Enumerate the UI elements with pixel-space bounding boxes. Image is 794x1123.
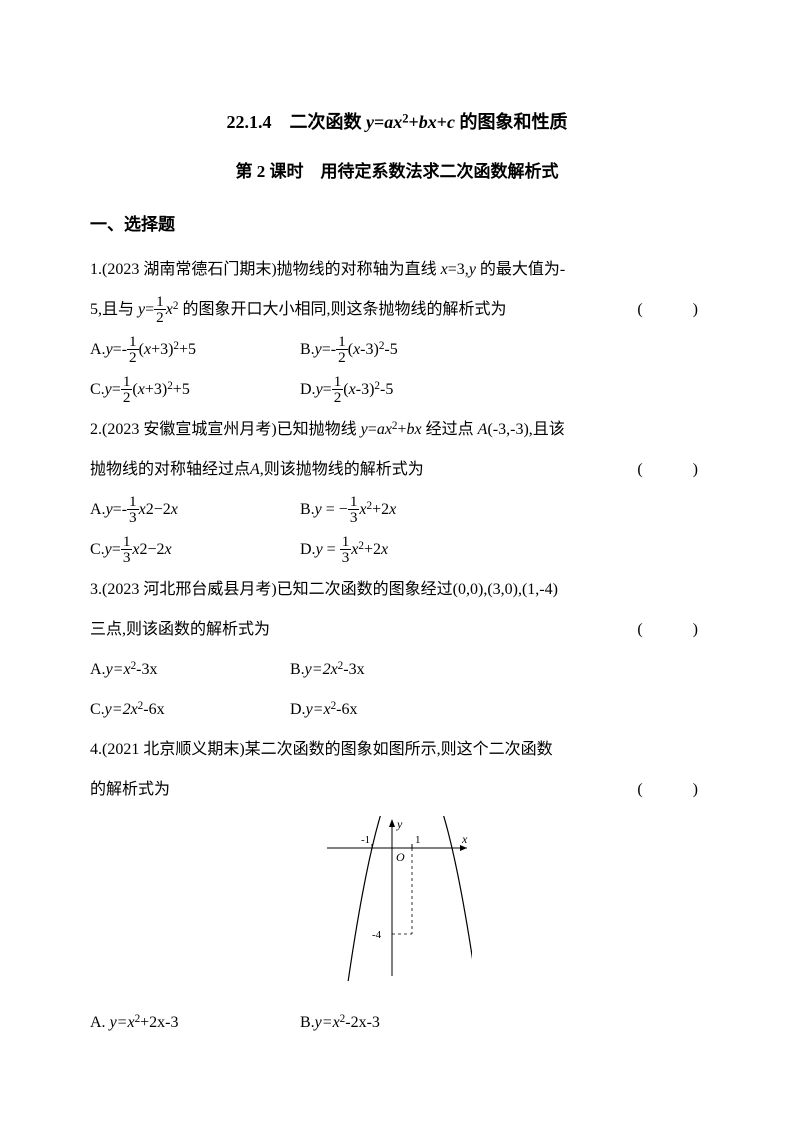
q2-A2: A: [250, 461, 260, 478]
q1-frac: 12: [154, 294, 166, 325]
q3-b-label: B.: [290, 661, 305, 678]
question-3: 3.(2023 河北邢台威县月考)已知二次函数的图象经过(0,0),(3,0),…: [90, 570, 704, 610]
q2-options-row2: C.y=13x2−2x D.y = 13x2+2x: [90, 530, 704, 570]
q4-b-txt2: -2x-3: [345, 1014, 380, 1031]
q2-options-row1: A.y=-13x2−2x B.y = −13x2+2x: [90, 490, 704, 530]
svg-text:1: 1: [415, 834, 421, 846]
svg-text:-1: -1: [361, 834, 370, 846]
title-a: a: [384, 112, 393, 132]
q4-option-b: B.y=x2-2x-3: [300, 1003, 510, 1043]
q1-yeq: y: [138, 301, 145, 318]
q1-text-c: 的最大值为-: [476, 261, 565, 278]
q2-option-a: A.y=-13x2−2x: [90, 490, 300, 530]
q2-text-b: 经过点: [422, 421, 478, 438]
q3-a-label: A.: [90, 661, 106, 678]
q2-option-b: B.y = −13x2+2x: [300, 490, 510, 530]
title-y: y: [366, 112, 374, 132]
title-prefix: 22.1.4 二次函数: [226, 112, 366, 132]
q1-c-label: C.: [90, 381, 105, 398]
q3-text-b: 三点,则该函数的解析式为: [90, 621, 270, 638]
q3-option-c: C.y=2x2-6x: [90, 690, 290, 730]
q1-b-label: B.: [300, 341, 315, 358]
q1-options-row2: C.y=12(x+3)2+5 D.y=12(x-3)2-5: [90, 370, 704, 410]
q1-option-c: C.y=12(x+3)2+5: [90, 370, 300, 410]
question-4-line2: 的解析式为 ( ): [90, 770, 704, 810]
title-b: b: [419, 112, 428, 132]
q1-option-b: B.y=-12(x-3)2-5: [300, 330, 510, 370]
q4-b-label: B.: [300, 1014, 315, 1031]
q3-b-txt: y=2x: [305, 661, 338, 678]
q1-text-d: 5,且与: [90, 301, 138, 318]
q1-d-label: D.: [300, 381, 316, 398]
q1-x: x: [441, 261, 448, 278]
title-sq1: 2: [402, 111, 408, 125]
q4-text-a: 4.(2021 北京顺义期末)某二次函数的图象如图所示,则这个二次函数: [90, 741, 553, 758]
q3-option-a: A.y=x2-3x: [90, 650, 290, 690]
section-heading: 一、选择题: [90, 204, 704, 247]
q3-a-txt: y=x: [106, 661, 131, 678]
title-x1: x: [393, 112, 402, 132]
q3-d-txt2: -6x: [336, 701, 357, 718]
q4-a-txt2: +2x-3: [140, 1014, 178, 1031]
svg-text:-4: -4: [372, 929, 382, 941]
q1-text-a: 1.(2023 湖南常德石门期末)抛物线的对称轴为直线: [90, 261, 441, 278]
question-4: 4.(2021 北京顺义期末)某二次函数的图象如图所示,则这个二次函数: [90, 730, 704, 770]
q3-d-txt: y=x: [306, 701, 331, 718]
title-x2: x: [428, 112, 437, 132]
answer-paren-3: ( ): [637, 610, 704, 650]
q3-c-txt2: -6x: [143, 701, 164, 718]
q4-a-txt: y=x: [110, 1014, 135, 1031]
q1-text-b: =3,: [448, 261, 469, 278]
answer-paren-2: ( ): [637, 450, 704, 490]
q1-option-a: A.y=-12(x+3)2+5: [90, 330, 300, 370]
title-suffix: 的图象和性质: [455, 112, 568, 132]
q2-A: A: [478, 421, 488, 438]
answer-paren-4: ( ): [637, 770, 704, 810]
svg-text:O: O: [396, 850, 405, 864]
question-3-line2: 三点,则该函数的解析式为 ( ): [90, 610, 704, 650]
answer-paren-1: ( ): [637, 290, 704, 330]
title-eq: =: [374, 112, 384, 132]
q4-text-b: 的解析式为: [90, 781, 170, 798]
q1-a-label: A.: [90, 341, 106, 358]
question-1-line2: 5,且与 y=12x2 的图象开口大小相同,则这条抛物线的解析式为 ( ): [90, 290, 704, 330]
q1-x2: x: [166, 301, 173, 318]
q1-option-d: D.y=12(x-3)2-5: [300, 370, 510, 410]
question-1: 1.(2023 湖南常德石门期末)抛物线的对称轴为直线 x=3,y 的最大值为-: [90, 250, 704, 290]
page-title: 22.1.4 二次函数 y=ax2+bx+c 的图象和性质: [90, 100, 704, 145]
q2-text-d: 抛物线的对称轴经过点: [90, 461, 250, 478]
q3-option-b: B.y=2x2-3x: [290, 650, 490, 690]
q2-text-c: (-3,-3),且该: [487, 421, 564, 438]
q1-y: y: [469, 261, 476, 278]
q4-a-label: A.: [90, 1014, 110, 1031]
q3-options-row1: A.y=x2-3x B.y=2x2-3x: [90, 650, 704, 690]
parabola-graph: y x O -1 1 -4: [322, 816, 472, 981]
svg-text:y: y: [396, 817, 403, 831]
q3-d-label: D.: [290, 701, 306, 718]
q3-b-txt2: -3x: [343, 661, 364, 678]
q3-option-d: D.y=x2-6x: [290, 690, 490, 730]
q1-text-e: 的图象开口大小相同,则这条抛物线的解析式为: [178, 301, 506, 318]
q3-c-label: C.: [90, 701, 105, 718]
q3-text-a: 3.(2023 河北邢台威县月考)已知二次函数的图象经过(0,0),(3,0),…: [90, 581, 558, 598]
q2-option-d: D.y = 13x2+2x: [300, 530, 510, 570]
title-c: c: [447, 112, 455, 132]
question-2: 2.(2023 安徽宣城宣州月考)已知抛物线 y=ax2+bx 经过点 A(-3…: [90, 410, 704, 450]
q2-text-e: ,则该抛物线的解析式为: [260, 461, 424, 478]
q4-option-a: A. y=x2+2x-3: [90, 1003, 300, 1043]
q3-options-row2: C.y=2x2-6x D.y=x2-6x: [90, 690, 704, 730]
q4-b-txt: y=x: [315, 1014, 340, 1031]
q1-options-row1: A.y=-12(x+3)2+5 B.y=-12(x-3)2-5: [90, 330, 704, 370]
q3-a-txt2: -3x: [136, 661, 157, 678]
q4-graph: y x O -1 1 -4: [90, 816, 704, 997]
question-2-line2: 抛物线的对称轴经过点A,则该抛物线的解析式为 ( ): [90, 450, 704, 490]
page-subtitle: 第 2 课时 用待定系数法求二次函数解析式: [90, 151, 704, 194]
svg-text:x: x: [461, 832, 468, 846]
q2-option-c: C.y=13x2−2x: [90, 530, 300, 570]
q2-text-a: 2.(2023 安徽宣城宣州月考)已知抛物线: [90, 421, 361, 438]
q4-options-row1: A. y=x2+2x-3 B.y=x2-2x-3: [90, 1003, 704, 1043]
q3-c-txt: y=2x: [105, 701, 138, 718]
